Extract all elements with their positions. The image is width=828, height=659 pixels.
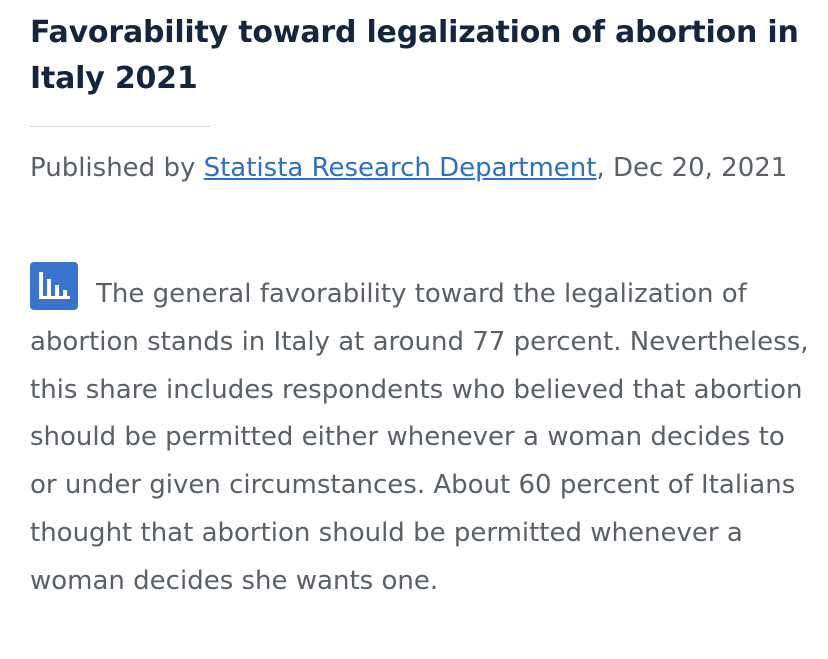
byline: Published by Statista Research Departmen…: [30, 144, 800, 192]
article-text: The general favorability toward the lega…: [30, 279, 809, 596]
article-body: The general favorability toward the lega…: [30, 262, 812, 606]
bar-chart-icon: [30, 262, 78, 310]
byline-prefix: Published by: [30, 153, 204, 183]
author-link[interactable]: Statista Research Department: [203, 153, 597, 183]
title-divider: [30, 126, 210, 127]
page-title: Favorability toward legalization of abor…: [30, 15, 799, 96]
bar-chart-glyph: [39, 272, 70, 299]
publish-date: , Dec 20, 2021: [596, 153, 788, 183]
